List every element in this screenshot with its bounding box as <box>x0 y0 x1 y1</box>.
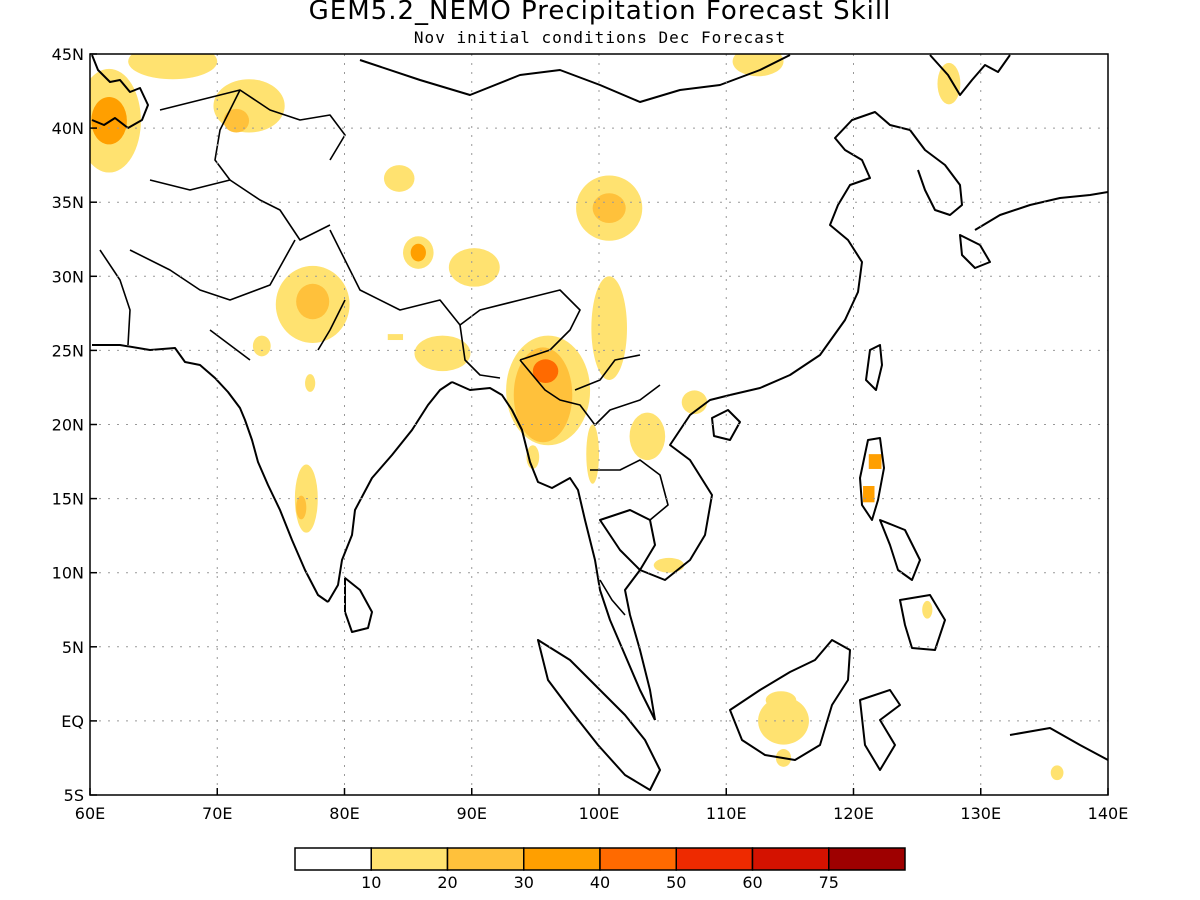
colorbar-swatch <box>446 847 525 871</box>
india-west-coast <box>92 344 329 603</box>
colorbar-label: 75 <box>819 873 839 892</box>
y-tick-label: EQ <box>61 712 84 731</box>
bay-bengal-coast <box>451 381 656 721</box>
gulf-thailand <box>599 509 656 571</box>
colorbar-swatch <box>828 847 906 871</box>
skill-region <box>128 54 218 80</box>
colorbar-swatch <box>599 847 677 871</box>
x-tick-label: 120E <box>833 804 874 823</box>
skill-box <box>863 486 875 503</box>
new-guinea <box>1009 727 1108 761</box>
colorbar-label: 50 <box>666 873 686 892</box>
x-tick-label: 110E <box>706 804 747 823</box>
colorbar-swatch <box>751 847 830 871</box>
y-tick-label: 20N <box>52 416 84 435</box>
skill-region <box>591 276 627 381</box>
skill-region <box>586 424 599 484</box>
x-tick-label: 100E <box>579 804 620 823</box>
sumatra <box>537 639 661 791</box>
x-tick-label: 80E <box>329 804 359 823</box>
caspian-coast <box>91 54 149 129</box>
x-tick-label: 90E <box>457 804 487 823</box>
colorbar-swatch <box>294 847 372 871</box>
y-tick-label: 10N <box>52 564 84 583</box>
skill-region <box>414 335 471 372</box>
skill-region <box>448 248 500 287</box>
skill-region <box>383 165 415 192</box>
skill-region <box>252 335 271 357</box>
china-coast <box>729 111 911 396</box>
skill-region <box>296 495 307 520</box>
skill-region <box>305 374 316 392</box>
skill-box <box>387 334 404 341</box>
colorbar-label: 40 <box>590 873 610 892</box>
skill-region <box>765 691 797 710</box>
y-tick-label: 15N <box>52 490 84 509</box>
colorbar: 10 20 30 40 50 60 75 <box>294 847 906 892</box>
chart-title: GEM5.2_NEMO Precipitation Forecast Skill <box>308 0 892 26</box>
skill-region <box>653 557 685 573</box>
y-axis-ticks: 45N 40N 35N 30N 25N 20N 15N 10N 5N EQ 5S <box>52 45 97 805</box>
skill-box <box>868 454 882 469</box>
skill-region <box>223 108 250 133</box>
skill-region <box>922 600 933 619</box>
sulawesi <box>859 689 901 771</box>
india-east-coast <box>327 381 453 603</box>
x-tick-label: 60E <box>75 804 105 823</box>
skill-shading-layer <box>90 54 1064 781</box>
skill-region <box>937 62 961 105</box>
skill-region <box>532 359 559 384</box>
japan <box>974 191 1108 231</box>
x-tick-label: 130E <box>960 804 1001 823</box>
colorbar-label: 20 <box>437 873 457 892</box>
grid-lines <box>90 54 1108 795</box>
colorbar-swatch <box>675 847 754 871</box>
colorbar-label: 30 <box>514 873 534 892</box>
philippine-islands <box>879 519 921 581</box>
y-tick-label: 5N <box>62 638 84 657</box>
japan-kyushu <box>959 234 991 269</box>
skill-region <box>592 193 626 223</box>
colorbar-swatch <box>370 847 449 871</box>
skill-region <box>213 79 285 133</box>
colorbar-swatch <box>523 847 601 871</box>
country-borders <box>99 89 669 616</box>
skill-region <box>410 243 426 262</box>
y-tick-label: 35N <box>52 193 84 212</box>
borneo <box>729 639 851 761</box>
luzon <box>859 437 885 521</box>
skill-region <box>1050 765 1064 781</box>
y-tick-label: 45N <box>52 45 84 64</box>
chart-subtitle: Nov initial conditions Dec Forecast <box>413 28 787 47</box>
y-tick-label: 25N <box>52 341 84 360</box>
skill-region <box>629 412 666 461</box>
coastline-layer <box>91 54 1108 791</box>
colorbar-label: 10 <box>361 873 381 892</box>
x-tick-label: 70E <box>202 804 232 823</box>
skill-region <box>296 283 330 320</box>
central-asia-coast <box>359 54 791 103</box>
y-tick-label: 40N <box>52 119 84 138</box>
x-tick-label: 140E <box>1088 804 1129 823</box>
skill-region <box>732 54 784 77</box>
indochina-coast <box>624 394 731 721</box>
y-tick-label: 30N <box>52 267 84 286</box>
mindanao <box>899 594 946 651</box>
korea <box>909 129 963 216</box>
manchuria <box>929 54 1011 96</box>
taiwan <box>865 344 883 391</box>
x-axis-ticks: 60E 70E 80E 90E 100E 110E 120E 130E 140E <box>75 788 1129 823</box>
sri-lanka <box>344 577 373 633</box>
hainan <box>711 409 741 441</box>
skill-region <box>681 390 708 415</box>
colorbar-label: 60 <box>742 873 762 892</box>
y-tick-label: 5S <box>64 786 84 805</box>
